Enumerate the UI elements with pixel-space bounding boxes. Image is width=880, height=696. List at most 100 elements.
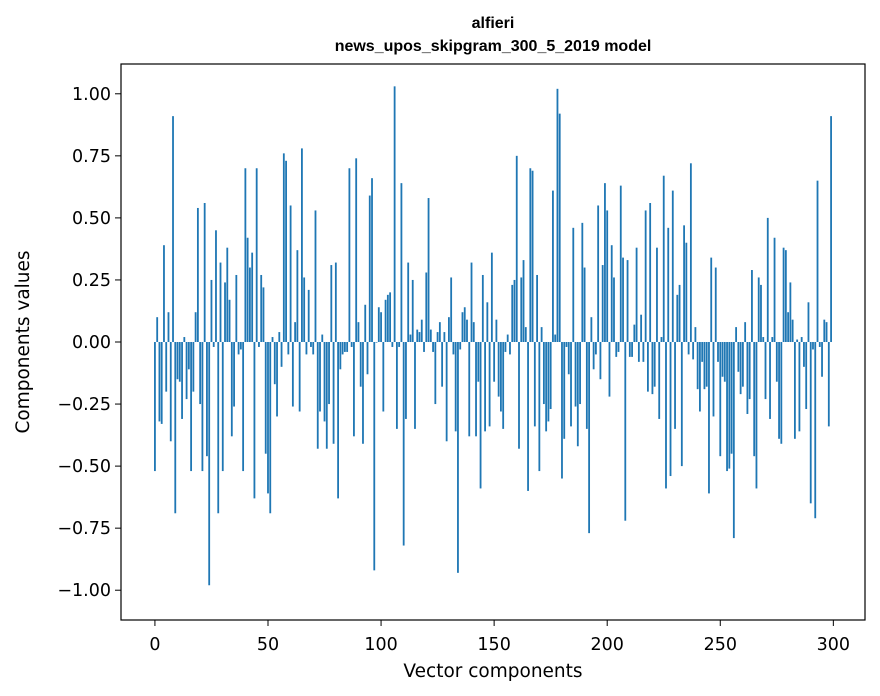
bar-134 bbox=[457, 342, 459, 573]
bar-184 bbox=[570, 342, 572, 427]
bar-251 bbox=[721, 342, 724, 377]
chart-title-line1: alfieri bbox=[472, 15, 515, 32]
bar-136 bbox=[461, 312, 464, 342]
bar-84 bbox=[343, 342, 346, 352]
bar-208 bbox=[624, 342, 627, 521]
bar-291 bbox=[812, 342, 814, 350]
bar-123 bbox=[432, 342, 434, 352]
bar-32 bbox=[226, 247, 229, 342]
bar-221 bbox=[653, 342, 656, 387]
bar-45 bbox=[255, 168, 258, 342]
bar-96 bbox=[371, 178, 373, 342]
bar-29 bbox=[219, 262, 222, 342]
bar-151 bbox=[495, 319, 498, 342]
bar-47 bbox=[260, 274, 263, 342]
bar-165 bbox=[527, 342, 529, 491]
bar-259 bbox=[739, 342, 742, 395]
bar-89 bbox=[355, 158, 358, 342]
x-tick-label-3: 150 bbox=[477, 635, 510, 655]
bar-227 bbox=[667, 227, 670, 342]
bar-114 bbox=[411, 279, 414, 342]
bar-214 bbox=[637, 342, 640, 362]
y-tick-label-3: 0.25 bbox=[72, 271, 111, 291]
bar-266 bbox=[755, 342, 758, 489]
bar-267 bbox=[757, 277, 760, 342]
bar-225 bbox=[662, 175, 665, 342]
bar-204 bbox=[615, 342, 618, 357]
bar-91 bbox=[359, 342, 362, 387]
bar-294 bbox=[818, 342, 821, 347]
bar-243 bbox=[703, 342, 706, 390]
bar-113 bbox=[409, 334, 412, 342]
bar-116 bbox=[416, 329, 419, 342]
bar-38 bbox=[239, 342, 242, 350]
bar-203 bbox=[613, 277, 615, 342]
bar-274 bbox=[773, 237, 776, 342]
bar-90 bbox=[357, 322, 360, 342]
bar-252 bbox=[723, 342, 726, 382]
bar-170 bbox=[538, 342, 541, 472]
bar-269 bbox=[762, 337, 765, 342]
bar-285 bbox=[798, 342, 801, 432]
bar-193 bbox=[590, 317, 593, 342]
bar-257 bbox=[735, 327, 738, 342]
bar-87 bbox=[350, 342, 353, 347]
y-axis-label: Components values bbox=[13, 250, 34, 433]
bar-18 bbox=[194, 312, 197, 342]
bar-192 bbox=[588, 342, 591, 534]
bar-2 bbox=[158, 342, 161, 422]
bar-279 bbox=[784, 250, 787, 342]
bar-258 bbox=[737, 342, 740, 372]
bar-117 bbox=[418, 332, 421, 342]
x-axis-ticks: 0 50 100 150 200 250 300 bbox=[149, 620, 850, 655]
bar-250 bbox=[719, 342, 722, 457]
bar-101 bbox=[382, 342, 385, 412]
bar-198 bbox=[601, 265, 604, 342]
bar-98 bbox=[375, 342, 378, 343]
bar-series bbox=[154, 86, 832, 586]
bar-6 bbox=[167, 312, 170, 342]
bar-190 bbox=[583, 267, 586, 342]
bar-1 bbox=[156, 317, 159, 342]
bar-233 bbox=[680, 342, 683, 467]
bar-144 bbox=[479, 342, 482, 489]
bar-197 bbox=[599, 342, 602, 380]
bar-156 bbox=[506, 334, 509, 342]
bar-154 bbox=[502, 342, 505, 429]
bar-103 bbox=[386, 294, 389, 342]
y-tick-label-7: −0.75 bbox=[57, 519, 111, 539]
bar-65 bbox=[301, 148, 303, 342]
bar-159 bbox=[513, 279, 516, 342]
bar-119 bbox=[423, 342, 425, 352]
bar-104 bbox=[389, 292, 392, 342]
bar-160 bbox=[515, 155, 518, 342]
plot-frame bbox=[120, 63, 866, 621]
bar-282 bbox=[791, 319, 794, 342]
bar-39 bbox=[242, 342, 245, 472]
bar-99 bbox=[377, 307, 380, 342]
x-tick-label-4: 200 bbox=[590, 635, 623, 655]
bar-213 bbox=[635, 247, 638, 342]
bar-218 bbox=[647, 342, 649, 392]
bar-94 bbox=[366, 342, 369, 375]
bar-289 bbox=[807, 302, 810, 342]
bar-231 bbox=[676, 294, 679, 342]
bar-179 bbox=[558, 113, 561, 342]
bar-142 bbox=[475, 342, 477, 437]
bar-110 bbox=[402, 342, 405, 546]
x-tick-label-2: 100 bbox=[364, 635, 397, 655]
bar-88 bbox=[353, 342, 355, 437]
bar-95 bbox=[368, 195, 371, 342]
bar-212 bbox=[633, 324, 636, 343]
bar-12 bbox=[181, 342, 183, 419]
bar-82 bbox=[339, 342, 342, 370]
bar-14 bbox=[185, 342, 188, 400]
bar-25 bbox=[210, 279, 213, 342]
bar-290 bbox=[809, 342, 812, 504]
bar-268 bbox=[760, 284, 762, 342]
bar-63 bbox=[296, 250, 299, 342]
bar-188 bbox=[579, 342, 581, 405]
bar-64 bbox=[298, 342, 301, 412]
bar-60 bbox=[289, 205, 292, 342]
bar-191 bbox=[585, 342, 588, 429]
